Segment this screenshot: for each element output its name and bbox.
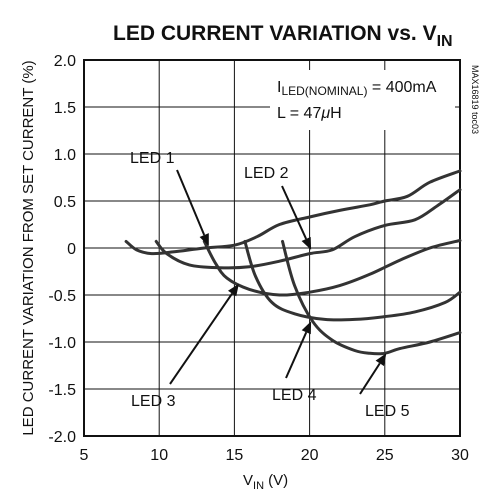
- series-label: LED 5: [365, 403, 410, 420]
- series-label: LED 4: [272, 387, 317, 404]
- x-tick-label: 25: [376, 447, 394, 464]
- series-line-led-5: [281, 239, 462, 356]
- annotation-current-subscript: LED(NOMINAL): [281, 84, 367, 98]
- series-label-group: LED 1 LED 2 LED 3 LED 4 LED 5: [130, 150, 410, 420]
- annotation-inductance-unit: H: [330, 105, 342, 122]
- y-tick-label: 1.5: [54, 100, 76, 117]
- y-tick-label: 0: [67, 241, 76, 258]
- x-tick-label: 30: [451, 447, 469, 464]
- y-axis-label: LED CURRENT VARIATION FROM SET CURRENT (…: [20, 60, 37, 435]
- x-axis-label-unit: (V): [264, 472, 288, 489]
- series-line-led-2: [154, 188, 462, 270]
- chart-title-sub: IN: [437, 33, 453, 50]
- series-label: LED 2: [244, 165, 289, 182]
- annotation-background: [270, 70, 455, 130]
- x-axis-label: VIN (V): [243, 472, 288, 492]
- part-id: MAX16819 toc03: [470, 65, 480, 134]
- series-label-arrowhead: [375, 353, 387, 367]
- series-label-leader: [169, 293, 233, 385]
- y-tick-label: 0.5: [54, 194, 76, 211]
- series-lines: [124, 169, 462, 356]
- series-label-arrowhead: [228, 283, 239, 297]
- series-label-leader: [281, 185, 308, 240]
- x-axis-label-sub: IN: [253, 480, 264, 492]
- annotation-current-symbol: I: [277, 79, 281, 96]
- y-tick-labels: 2.0 1.5 1.0 0.5 0 -0.5 -1.0 -1.5 -2.0: [48, 53, 76, 446]
- x-tick-label: 5: [80, 447, 89, 464]
- series-label-leader: [285, 331, 308, 379]
- series-label-leader: [359, 362, 381, 395]
- x-tick-label: 20: [301, 447, 319, 464]
- y-tick-label: -1.5: [48, 382, 76, 399]
- x-tick-label: 10: [150, 447, 168, 464]
- series-label-leader: [176, 169, 206, 236]
- annotation-inductance: L = 47μH: [277, 105, 342, 122]
- x-tick-label: 15: [226, 447, 244, 464]
- series-label-arrowhead: [199, 233, 209, 247]
- series-line-led-4: [243, 239, 462, 322]
- y-tick-label: -2.0: [48, 429, 76, 446]
- series-label: LED 3: [131, 393, 176, 410]
- annotation-current: ILED(NOMINAL) = 400mA: [277, 79, 437, 98]
- y-tick-label: -0.5: [48, 288, 76, 305]
- annotation-inductance-text: L = 47: [277, 105, 321, 122]
- y-tick-label: 1.0: [54, 147, 76, 164]
- x-axis-label-main: V: [243, 472, 253, 489]
- y-tick-label: -1.0: [48, 335, 76, 352]
- annotation-current-value: = 400mA: [367, 79, 436, 96]
- x-tick-labels: 5 10 15 20 25 30: [80, 447, 469, 464]
- annotation-inductance-mu: μ: [320, 105, 330, 122]
- series-label-arrowhead: [301, 321, 312, 335]
- series-label: LED 1: [130, 150, 175, 167]
- chart-title-main: LED CURRENT VARIATION vs. V: [113, 22, 437, 45]
- y-tick-label: 2.0: [54, 53, 76, 70]
- chart-title: LED CURRENT VARIATION vs. VIN: [113, 22, 453, 50]
- series-line-led-3: [202, 239, 462, 297]
- series-label-arrowhead: [301, 236, 312, 250]
- series-line-led-1: [124, 169, 462, 256]
